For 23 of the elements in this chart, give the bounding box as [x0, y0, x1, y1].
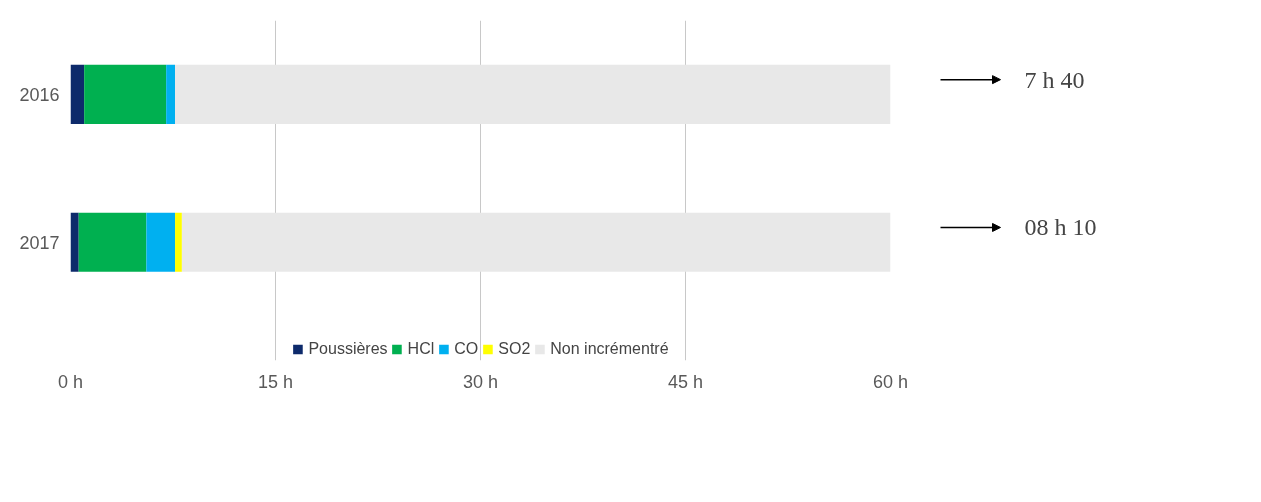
bar	[70, 64, 85, 124]
bar	[175, 212, 182, 272]
bar	[166, 64, 176, 124]
legend-label: HCl	[407, 340, 435, 358]
bar	[181, 212, 891, 272]
x-tick-label: 30 h	[462, 371, 499, 392]
bar	[175, 64, 891, 124]
legend-label: SO2	[498, 340, 531, 358]
legend-label: Poussières	[308, 340, 388, 358]
x-tick-label: 60 h	[872, 371, 909, 392]
x-tick-label: 15 h	[257, 371, 294, 392]
legend-label: CO	[454, 340, 479, 358]
x-tick-label: 0 h	[57, 371, 84, 392]
x-tick-label: 45 h	[667, 371, 704, 392]
text: 7 h 40	[1024, 66, 1085, 93]
y-tick-label: 2016	[19, 84, 60, 105]
bar	[78, 212, 147, 272]
text: 08 h 10	[1024, 214, 1097, 241]
bar	[84, 64, 167, 124]
legend-label: Non incrémentré	[550, 340, 669, 358]
bar	[70, 212, 79, 272]
y-tick-label: 2017	[19, 232, 60, 253]
bar	[146, 212, 176, 272]
